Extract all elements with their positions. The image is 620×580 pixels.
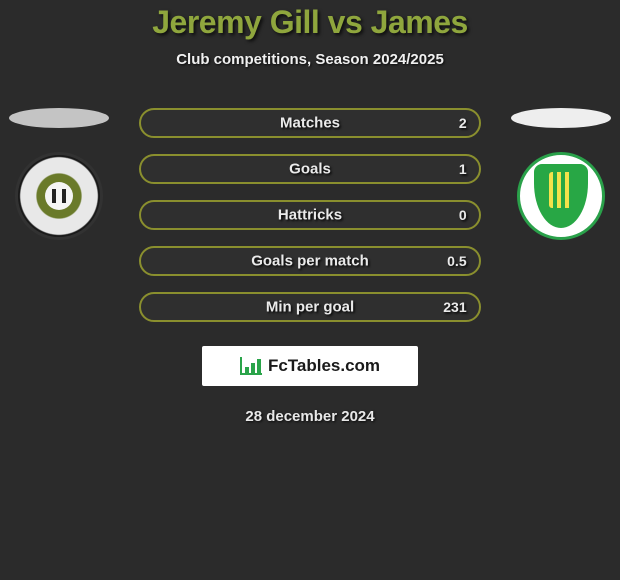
stat-bar-matches: Matches 2 [139,108,480,138]
bar-chart-icon [240,357,262,375]
left-side [8,108,109,240]
brand-box[interactable]: FcTables.com [202,346,418,386]
stat-label: Hattricks [278,207,342,224]
football-icon [45,182,73,210]
date-label: 28 december 2024 [0,408,620,425]
left-player-marker [9,108,109,128]
stat-right-value: 2 [459,115,467,131]
stat-right-value: 0.5 [447,253,466,269]
right-team-badge [517,152,605,240]
stat-bar-goals-per-match: Goals per match 0.5 [139,246,480,276]
shield-icon [534,164,588,228]
stat-right-value: 1 [459,161,467,177]
right-side [511,108,612,240]
stat-label: Matches [280,115,340,132]
comparison-card: Jeremy Gill vs James Club competitions, … [0,0,620,425]
shield-stripes [549,172,573,208]
stat-bars: Matches 2 Goals 1 Hattricks 0 Goals per … [139,108,480,322]
stat-label: Goals per match [251,253,369,270]
page-title: Jeremy Gill vs James [0,4,620,41]
stat-label: Min per goal [266,299,354,316]
stat-bar-goals: Goals 1 [139,154,480,184]
brand-text: FcTables.com [268,356,380,376]
left-team-badge [15,152,103,240]
stat-right-value: 0 [459,207,467,223]
main-content: Matches 2 Goals 1 Hattricks 0 Goals per … [0,108,620,322]
right-player-marker [511,108,611,128]
stat-right-value: 231 [443,299,466,315]
stat-label: Goals [289,161,331,178]
page-subtitle: Club competitions, Season 2024/2025 [0,51,620,68]
stat-bar-min-per-goal: Min per goal 231 [139,292,480,322]
stat-bar-hattricks: Hattricks 0 [139,200,480,230]
